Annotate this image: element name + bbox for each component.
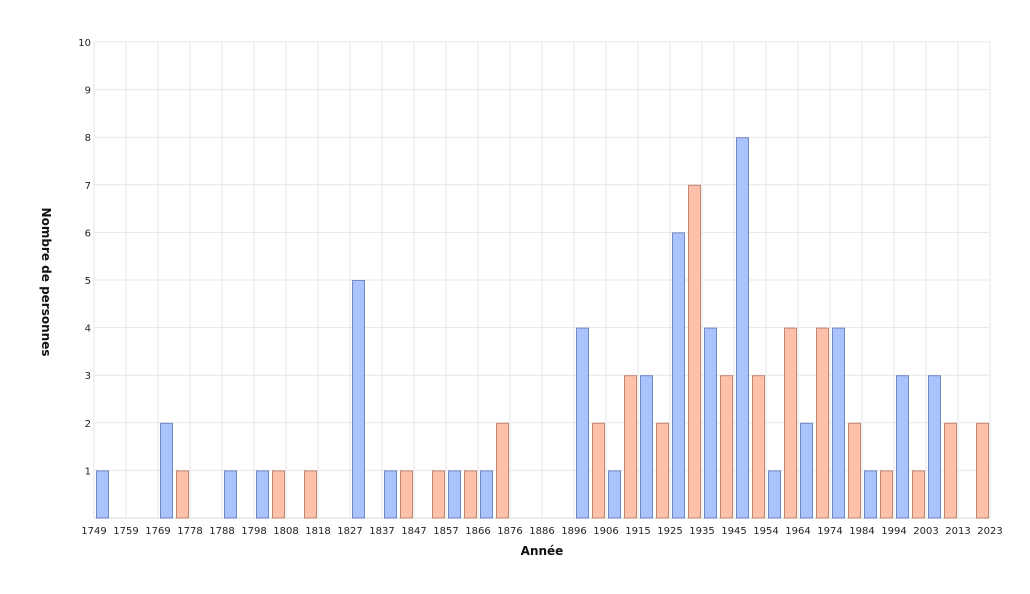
x-tick-label: 1808 — [273, 526, 298, 537]
x-tick-label: 1945 — [721, 526, 746, 537]
bar-series-2 — [976, 422, 989, 519]
bar-series-1 — [608, 470, 621, 519]
y-tick-label: 8 — [85, 133, 91, 144]
bar-series-2 — [496, 422, 509, 519]
bar-series-1 — [96, 470, 109, 519]
y-tick-label: 2 — [85, 419, 91, 430]
bar-series-1 — [576, 327, 589, 519]
bar-series-1 — [224, 470, 237, 519]
bar-series-2 — [752, 375, 765, 519]
x-tick-label: 1984 — [849, 526, 874, 537]
x-tick-label: 1818 — [305, 526, 330, 537]
bar-series-2 — [720, 375, 733, 519]
bar-series-1 — [800, 422, 813, 519]
y-tick-label: 7 — [85, 181, 91, 192]
bar-series-2 — [848, 422, 861, 519]
bar-series-1 — [832, 327, 845, 519]
x-tick-label: 1769 — [145, 526, 170, 537]
x-tick-label: 1886 — [529, 526, 554, 537]
x-tick-label: 1906 — [593, 526, 618, 537]
y-tick-label: 3 — [85, 371, 91, 382]
bar-series-2 — [432, 470, 445, 519]
bar-series-1 — [384, 470, 397, 519]
bar-series-1 — [256, 470, 269, 519]
bar-series-1 — [896, 375, 909, 519]
bar-series-1 — [352, 280, 365, 519]
bar-series-2 — [464, 470, 477, 519]
x-tick-label: 1935 — [689, 526, 714, 537]
x-tick-label: 2003 — [913, 526, 938, 537]
bar-series-2 — [784, 327, 797, 519]
bars — [96, 137, 989, 519]
x-tick-label: 1876 — [497, 526, 522, 537]
bar-series-2 — [944, 422, 957, 519]
bar-series-2 — [272, 470, 285, 519]
x-tick-label: 1788 — [209, 526, 234, 537]
bar-series-1 — [864, 470, 877, 519]
x-tick-labels: 1749 1759 1769 1778 1788 1798 1808 1818 1827 1837… — [81, 526, 1002, 537]
bar-series-2 — [656, 422, 669, 519]
bar-series-1 — [928, 375, 941, 519]
x-tick-label: 1974 — [817, 526, 842, 537]
bar-series-2 — [304, 470, 317, 519]
x-axis-label: Année — [521, 544, 564, 558]
bar-series-2 — [624, 375, 637, 519]
x-tick-label: 2023 — [977, 526, 1002, 537]
x-tick-label: 1837 — [369, 526, 394, 537]
bar-series-1 — [640, 375, 653, 519]
bar-series-2 — [176, 470, 189, 519]
x-tick-label: 1915 — [625, 526, 650, 537]
x-tick-label: 1954 — [753, 526, 778, 537]
x-tick-label: 1827 — [337, 526, 362, 537]
y-tick-labels: 1 2 3 4 5 6 7 8 9 10 — [78, 38, 91, 477]
y-tick-label: 1 — [85, 466, 91, 477]
y-tick-label: 9 — [85, 86, 91, 97]
bar-series-1 — [672, 232, 685, 519]
bar-series-1 — [448, 470, 461, 519]
bar-series-1 — [768, 470, 781, 519]
bar-series-2 — [688, 184, 701, 519]
x-tick-label: 1866 — [465, 526, 490, 537]
x-tick-label: 1847 — [401, 526, 426, 537]
y-axis-label: Nombre de personnes — [39, 208, 53, 357]
x-tick-label: 1759 — [113, 526, 138, 537]
grid — [93, 41, 991, 519]
x-tick-label: 1798 — [241, 526, 266, 537]
bar-series-1 — [480, 470, 493, 519]
x-tick-label: 1994 — [881, 526, 906, 537]
y-tick-label: 10 — [78, 38, 91, 49]
bar-series-1 — [704, 327, 717, 519]
x-tick-label: 1778 — [177, 526, 202, 537]
x-tick-label: 1896 — [561, 526, 586, 537]
y-tick-label: 6 — [85, 228, 91, 239]
x-tick-label: 1925 — [657, 526, 682, 537]
x-tick-label: 1857 — [433, 526, 458, 537]
bar-series-2 — [592, 422, 605, 519]
bar-series-2 — [400, 470, 413, 519]
bar-series-2 — [816, 327, 829, 519]
x-tick-label: 1964 — [785, 526, 810, 537]
y-tick-label: 4 — [85, 324, 91, 335]
bar-series-1 — [160, 422, 173, 519]
y-tick-label: 5 — [85, 276, 91, 287]
bar-series-2 — [880, 470, 893, 519]
x-tick-label: 2013 — [945, 526, 970, 537]
bar-series-1 — [736, 137, 749, 519]
x-tick-label: 1749 — [81, 526, 106, 537]
bar-series-2 — [912, 470, 925, 519]
